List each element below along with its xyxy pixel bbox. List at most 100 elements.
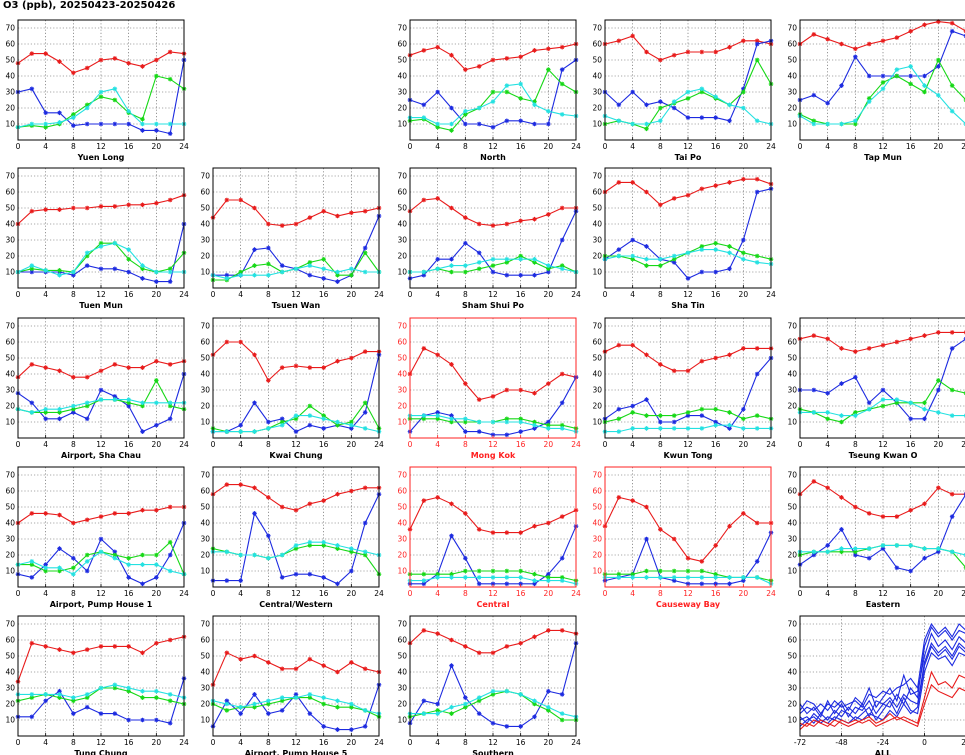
data-point [293, 546, 299, 551]
x-tick-label: 12 [488, 142, 498, 151]
data-point [57, 368, 62, 374]
data-point [84, 403, 90, 409]
y-tick-label: 10 [200, 268, 210, 277]
x-tick-label: 20 [152, 738, 162, 747]
data-point [559, 400, 565, 406]
x-tick-label: 12 [683, 440, 693, 449]
data-point [421, 628, 427, 633]
data-point [57, 688, 62, 694]
data-point [435, 413, 440, 418]
data-point [362, 485, 368, 491]
x-tick-label: 16 [711, 589, 721, 598]
y-tick-label: 40 [397, 668, 407, 677]
data-point [335, 698, 340, 704]
x-tick-label: 24 [571, 589, 581, 598]
data-point [825, 549, 830, 555]
data-point [741, 346, 746, 351]
data-point [630, 575, 635, 580]
y-tick-label: 10 [200, 418, 210, 427]
data-point [699, 89, 705, 95]
y-tick-label: 20 [200, 402, 210, 411]
data-point [476, 568, 482, 574]
data-point [224, 429, 230, 434]
data-point [616, 38, 622, 44]
x-tick-label: 16 [124, 440, 134, 449]
data-point [335, 727, 340, 732]
data-point [98, 514, 104, 519]
y-tick-label: 30 [787, 535, 797, 544]
x-tick-label: 16 [124, 589, 134, 598]
data-point [29, 692, 35, 697]
data-point [559, 692, 565, 697]
x-tick-label: 20 [152, 589, 162, 598]
x-tick-label: 16 [319, 440, 329, 449]
data-point [546, 266, 551, 272]
data-point [644, 49, 649, 55]
x-tick-label: 0 [408, 589, 413, 598]
data-point [922, 416, 927, 422]
data-point [463, 644, 468, 649]
data-point [616, 118, 622, 124]
data-point [490, 692, 496, 697]
data-point [644, 397, 649, 402]
data-point [908, 28, 913, 34]
data-point [126, 269, 131, 275]
data-point [266, 245, 271, 251]
data-point [518, 640, 523, 646]
data-point [490, 432, 496, 438]
y-tick-label: 10 [397, 716, 407, 725]
y-tick-label: 20 [397, 104, 407, 113]
data-point [293, 266, 299, 272]
panel-kwai-chung: 0 4 8 12 16 20 24 10 20 30 40 50 60 70 Kwai Chung [200, 317, 384, 460]
data-point [154, 400, 159, 406]
data-point [349, 272, 354, 278]
data-point [741, 105, 746, 111]
data-point [71, 70, 76, 76]
data-point [98, 644, 104, 649]
data-point [167, 637, 173, 643]
series-line [799, 626, 965, 718]
x-tick-label: 0 [211, 290, 216, 299]
y-tick-label: 70 [397, 620, 407, 629]
data-point [741, 406, 746, 412]
x-tick-label: 4 [435, 440, 440, 449]
data-point [532, 99, 537, 104]
data-point [490, 394, 496, 399]
data-point [154, 507, 159, 513]
y-tick-label: 10 [592, 418, 602, 427]
data-point [266, 555, 271, 561]
x-tick-label: 20 [544, 440, 554, 449]
data-point [754, 559, 760, 564]
data-point [421, 578, 427, 583]
data-point [532, 523, 537, 529]
data-point [279, 365, 285, 370]
data-point [449, 105, 454, 111]
panel-tseung-kwan-o: 0 4 8 12 16 20 24 10 20 30 40 50 60 70 Tseung Kwan O [787, 317, 965, 460]
data-point [154, 562, 159, 567]
data-point [335, 704, 340, 710]
y-tick-label: 10 [397, 567, 407, 576]
data-point [321, 724, 326, 729]
data-point [658, 105, 663, 111]
data-point [671, 105, 677, 111]
data-point [754, 371, 760, 377]
data-point [335, 269, 340, 275]
data-point [98, 94, 104, 100]
y-tick-label: 20 [5, 551, 15, 560]
data-point [154, 717, 159, 723]
data-point [140, 581, 145, 587]
y-tick-label: 10 [397, 120, 407, 129]
data-point [671, 52, 677, 58]
y-tick-label: 50 [787, 652, 797, 661]
y-tick-label: 10 [787, 716, 797, 725]
data-point [321, 498, 326, 503]
data-point [476, 695, 482, 700]
y-tick-label: 40 [592, 72, 602, 81]
data-point [671, 426, 677, 431]
y-tick-label: 50 [5, 652, 15, 661]
data-point [421, 102, 427, 108]
data-point [476, 64, 482, 69]
data-point [559, 44, 565, 50]
panel-title: Sham Shui Po [462, 301, 525, 310]
data-point [140, 552, 145, 558]
